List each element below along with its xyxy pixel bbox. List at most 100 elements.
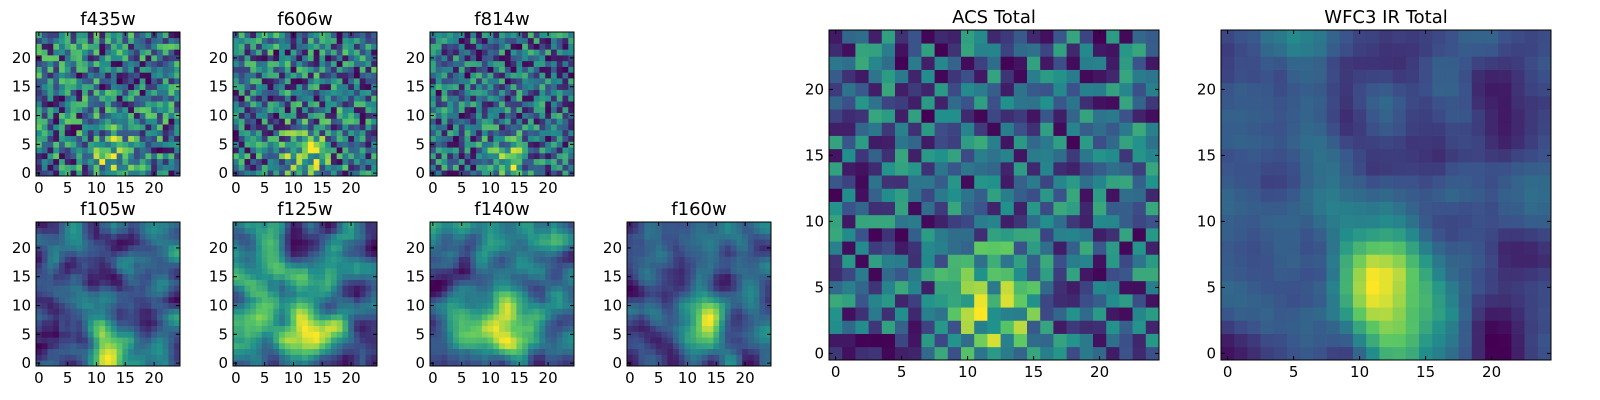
heatmap-cell bbox=[678, 331, 685, 338]
heatmap-cell bbox=[464, 319, 471, 327]
heatmap-cell bbox=[279, 129, 286, 137]
heatmap-cell bbox=[453, 101, 460, 108]
heatmap-cell bbox=[1066, 280, 1081, 295]
heatmap-cell bbox=[250, 170, 257, 177]
heatmap-cell bbox=[122, 164, 129, 171]
heatmap-cell bbox=[168, 106, 175, 113]
heatmap-cell bbox=[284, 170, 291, 177]
heatmap-cell bbox=[105, 245, 112, 252]
heatmap-cell bbox=[302, 129, 309, 137]
heatmap-cell bbox=[139, 158, 146, 165]
y-tick-label: 10 bbox=[12, 107, 31, 125]
heatmap-cell bbox=[128, 331, 135, 338]
heatmap-cell bbox=[250, 43, 257, 50]
heatmap-cell bbox=[550, 342, 558, 350]
heatmap-cell bbox=[122, 158, 129, 165]
heatmap-cell bbox=[476, 141, 483, 148]
heatmap-cell bbox=[1053, 267, 1067, 282]
heatmap-cell bbox=[105, 83, 112, 90]
heatmap-cell bbox=[41, 37, 48, 44]
heatmap-cell bbox=[319, 319, 326, 327]
heatmap-cell bbox=[753, 227, 760, 234]
heatmap-cell bbox=[296, 279, 303, 286]
heatmap-cell bbox=[550, 262, 558, 269]
heatmap-cell bbox=[371, 319, 378, 327]
heatmap-cell bbox=[678, 245, 685, 252]
heatmap-cell bbox=[655, 227, 662, 234]
heatmap-cell bbox=[145, 245, 152, 252]
heatmap-cell bbox=[921, 214, 935, 229]
heatmap-cell bbox=[296, 141, 303, 148]
heatmap-cell bbox=[359, 319, 366, 327]
heatmap-cell bbox=[747, 302, 755, 309]
heatmap-cell bbox=[250, 291, 257, 298]
heatmap-cell bbox=[742, 348, 749, 355]
heatmap-cell bbox=[250, 314, 257, 321]
heatmap-cell bbox=[59, 245, 66, 252]
heatmap-cell bbox=[313, 325, 320, 332]
heatmap-cell bbox=[156, 147, 164, 154]
heatmap-cell bbox=[156, 164, 164, 171]
heatmap-cell bbox=[678, 319, 685, 327]
heatmap-cell bbox=[829, 333, 843, 348]
heatmap-cell bbox=[256, 285, 263, 292]
heatmap-cell bbox=[313, 314, 320, 321]
heatmap-cell bbox=[139, 360, 146, 367]
heatmap-cell bbox=[458, 245, 465, 252]
heatmap-cell bbox=[453, 354, 460, 361]
heatmap-cell bbox=[895, 346, 909, 361]
heatmap-cell bbox=[122, 262, 129, 269]
heatmap-cell bbox=[730, 342, 737, 350]
heatmap-cell bbox=[279, 72, 286, 79]
heatmap-cell bbox=[256, 239, 263, 246]
heatmap-cell bbox=[504, 337, 511, 344]
heatmap-cell bbox=[747, 342, 755, 350]
heatmap-cell bbox=[539, 245, 546, 252]
heatmap-cell bbox=[650, 250, 657, 257]
heatmap-cell bbox=[128, 66, 135, 73]
heatmap-cell bbox=[342, 141, 349, 148]
heatmap-cell bbox=[296, 319, 303, 327]
heatmap-cell bbox=[76, 78, 83, 85]
heatmap-cell bbox=[116, 279, 123, 286]
heatmap-cell bbox=[325, 222, 332, 229]
heatmap-cell bbox=[128, 89, 135, 96]
heatmap-cell bbox=[365, 273, 372, 280]
heatmap-cell bbox=[441, 95, 448, 102]
heatmap-cell bbox=[128, 141, 135, 148]
heatmap-cell bbox=[487, 49, 494, 56]
heatmap-cell bbox=[162, 106, 169, 113]
heatmap-cell bbox=[128, 319, 135, 327]
heatmap-cell bbox=[655, 250, 662, 257]
heatmap-cell bbox=[747, 348, 755, 355]
heatmap-cell bbox=[435, 239, 442, 246]
heatmap-cell bbox=[487, 83, 494, 90]
heatmap-cell bbox=[690, 291, 697, 298]
heatmap-cell bbox=[753, 319, 760, 327]
heatmap-cell bbox=[261, 66, 268, 73]
heatmap-cell bbox=[128, 129, 135, 137]
heatmap-cell bbox=[736, 325, 743, 332]
heatmap-cell bbox=[464, 152, 471, 160]
heatmap-cell bbox=[47, 296, 54, 303]
heatmap-cell bbox=[829, 175, 843, 189]
heatmap-cell bbox=[556, 337, 563, 344]
heatmap-cell bbox=[724, 360, 732, 367]
heatmap-cell bbox=[53, 325, 60, 332]
heatmap-cell bbox=[296, 233, 303, 240]
heatmap-cell bbox=[116, 43, 123, 50]
heatmap-cell bbox=[233, 325, 240, 332]
heatmap-cell bbox=[116, 49, 123, 56]
heatmap-cell bbox=[1013, 241, 1028, 255]
heatmap-cell bbox=[499, 95, 506, 102]
heatmap-cell bbox=[133, 273, 141, 280]
heatmap-cell bbox=[87, 60, 94, 67]
heatmap-cell bbox=[36, 147, 43, 154]
heatmap-cell bbox=[476, 262, 483, 269]
heatmap-cell bbox=[116, 55, 123, 62]
heatmap-cell bbox=[151, 296, 158, 303]
heatmap-cell bbox=[162, 302, 169, 309]
heatmap-cell bbox=[110, 83, 117, 90]
heatmap-cell bbox=[453, 227, 460, 234]
heatmap-cell bbox=[261, 273, 268, 280]
